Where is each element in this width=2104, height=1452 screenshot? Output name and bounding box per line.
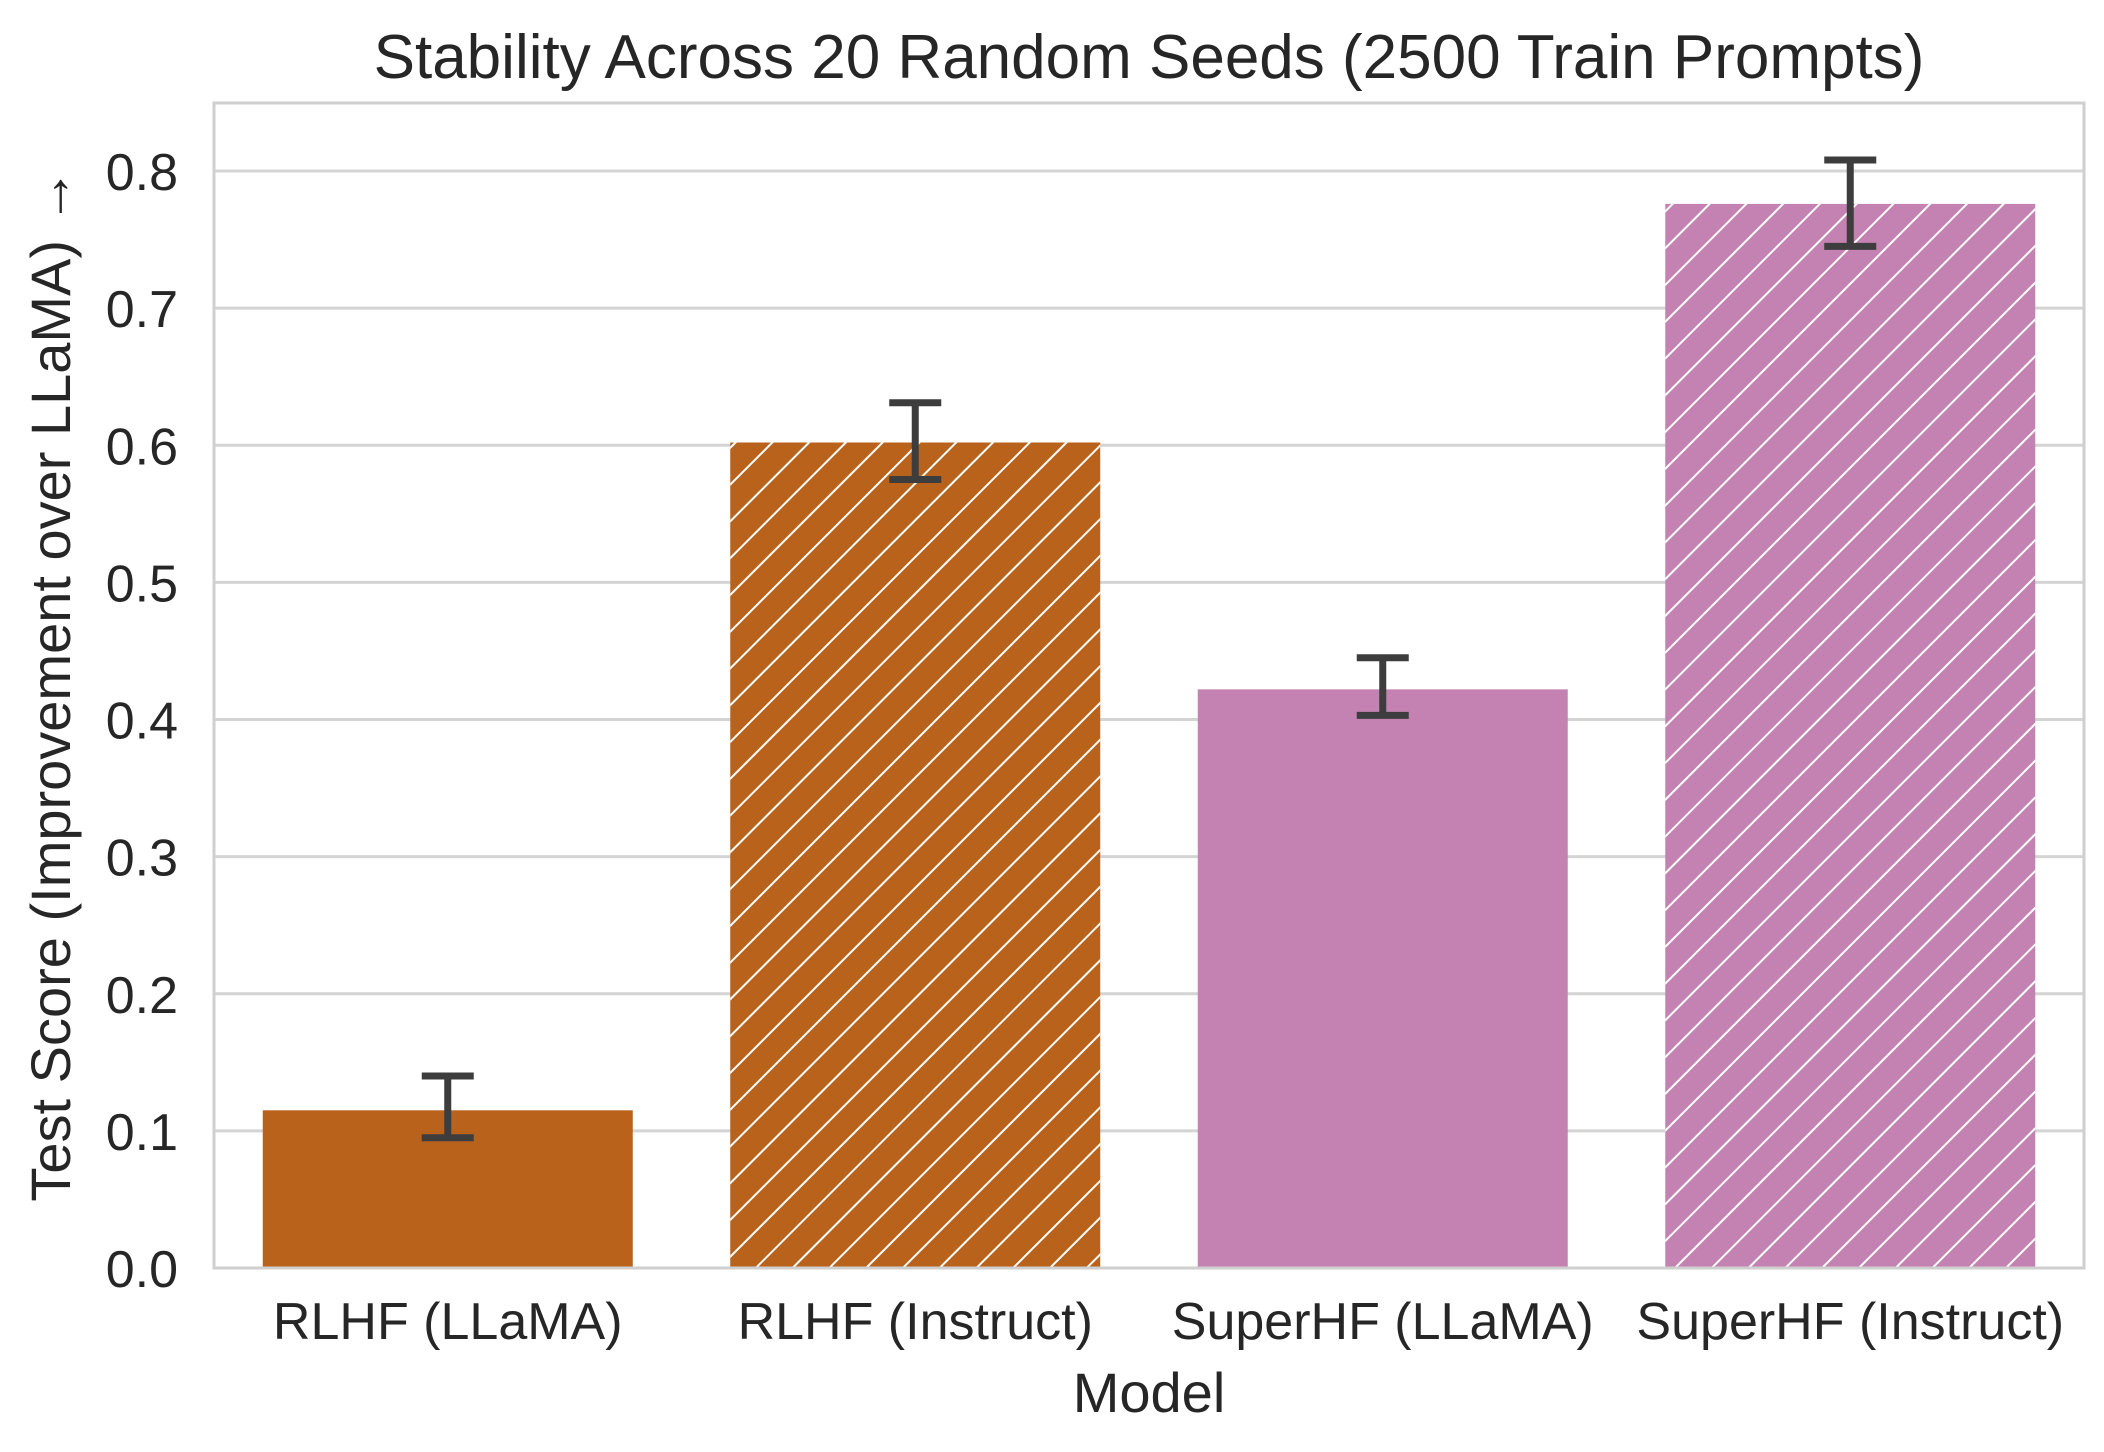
y-tick-label: 0.7 [106, 281, 178, 339]
error-bars [421, 156, 1877, 1142]
x-tick-label: RLHF (LLaMA) [273, 1293, 623, 1351]
y-tick-label: 0.1 [106, 1104, 178, 1162]
x-tick-label: RLHF (Instruct) [738, 1293, 1093, 1351]
x-tick-label: SuperHF (LLaMA) [1172, 1293, 1594, 1351]
y-tick-label: 0.6 [106, 418, 178, 476]
chart-title: Stability Across 20 Random Seeds (2500 T… [374, 23, 1925, 92]
x-ticks: RLHF (LLaMA) RLHF (Instruct) SuperHF (LLaM… [273, 1293, 2064, 1351]
y-tick-label: 0.5 [106, 555, 178, 613]
bar-hatch [730, 442, 1101, 1268]
y-ticks: 0.0 0.1 0.2 0.3 0.4 0.5 0.6 0.7 0.8 [106, 144, 178, 1299]
plot-frame [212, 101, 2086, 1270]
y-axis-label: Test Score (Improvement over LLaMA) → [19, 168, 82, 1201]
y-tick-label: 0.4 [106, 693, 178, 751]
y-tick-label: 0.0 [106, 1241, 178, 1299]
y-tick-label: 0.2 [106, 967, 178, 1025]
x-tick-label: SuperHF (Instruct) [1636, 1293, 2064, 1351]
y-tick-label: 0.3 [106, 830, 178, 888]
y-tick-label: 0.8 [106, 144, 178, 202]
bars [262, 203, 2036, 1268]
x-axis-label: Model [1073, 1361, 1226, 1424]
bar [1197, 689, 1568, 1268]
bar-hatch [1665, 203, 2036, 1268]
